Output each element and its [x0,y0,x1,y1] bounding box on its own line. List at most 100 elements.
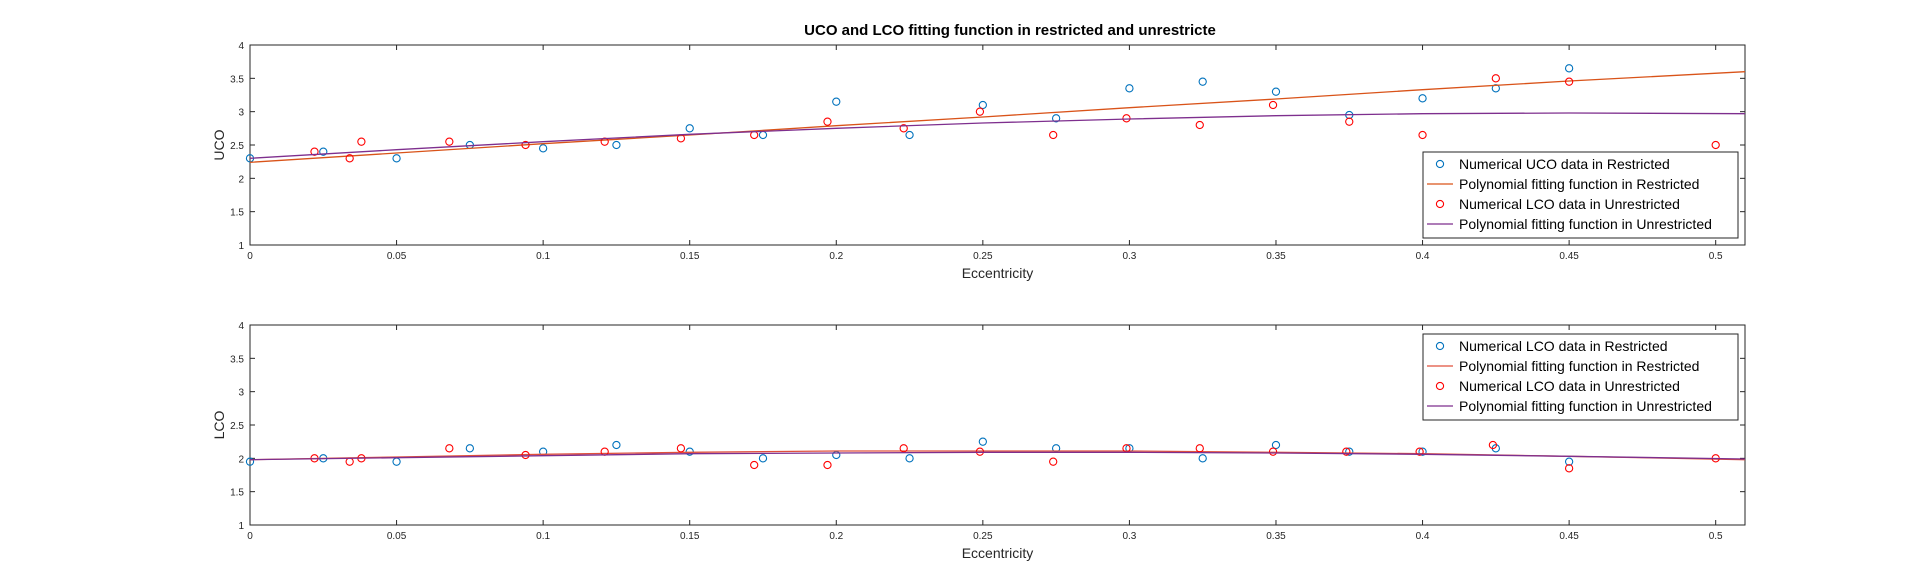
x-tick-label: 0.35 [1266,251,1286,262]
data-point [521,140,530,150]
data-point [1415,447,1424,456]
x-axis-label: Eccentricity [962,545,1034,561]
data-point [1342,447,1351,456]
legend-entry: Polynomial fitting function in Unrestric… [1427,216,1712,232]
legend-box [1422,333,1739,421]
legend-label: Polynomial fitting function in Unrestric… [1459,398,1712,414]
y-tick-label: 1 [238,521,244,532]
data-point [685,124,694,133]
data-point [899,444,908,453]
data-point [1418,447,1427,456]
y-tick-label: 2.5 [230,141,244,152]
data-point [978,100,987,110]
legend-label: Numerical LCO data in Restricted [1459,338,1668,354]
x-tick-label: 0.4 [1416,251,1430,262]
legend-marker-swatch [1435,381,1445,391]
data-point [1268,100,1278,110]
x-tick-label: 0.25 [973,531,993,542]
data-point [823,460,832,470]
legend-marker-swatch [1435,159,1445,169]
data-point [905,454,914,463]
data-point [1711,140,1720,150]
x-tick-label: 0.05 [387,251,407,262]
data-point [1198,454,1207,463]
x-tick-label: 0.1 [536,531,550,542]
x-tick-label: 0.4 [1416,531,1430,542]
series-2 [249,71,1746,163]
data-point [975,107,985,116]
data-point [538,144,548,153]
x-tick-label: 0 [247,251,253,262]
data-point [1198,77,1207,86]
x-tick-label: 0 [247,531,253,542]
data-point [465,444,475,453]
y-tick-label: 1 [238,241,244,252]
y-tick-label: 3 [238,108,244,119]
data-point [445,444,454,453]
x-tick-label: 0.3 [1122,251,1136,262]
x-tick-label: 0.25 [973,251,993,262]
data-point [1195,120,1204,130]
data-point [1271,440,1281,450]
x-tick-label: 0.45 [1559,251,1579,262]
legend-label: Polynomial fitting function in Restricte… [1459,358,1699,374]
data-point [832,97,841,106]
data-point [1418,130,1427,140]
series-3 [310,74,1720,163]
data-point [310,147,319,156]
figure-title: UCO and LCO fitting function in restrict… [804,22,1216,39]
data-point [521,450,530,460]
data-point [1122,114,1131,123]
panel-1: 0 0.05 0.1 0.15 0.2 0.25 0.3 0.35 0.4 0.45 0.5 1 1.5… [211,41,1746,281]
y-axis-label: UCO [211,129,227,160]
data-point [758,454,768,463]
y-tick-label: 4 [238,321,244,332]
legend: Numerical LCO data in Restricted Polynomi… [1422,333,1739,421]
y-tick-label: 1.5 [230,488,244,499]
x-tick-label: 0.45 [1559,531,1579,542]
data-point [1345,447,1354,456]
data-point [905,130,914,140]
data-point [676,444,686,453]
data-point [1564,464,1574,473]
legend-label: Numerical UCO data in Restricted [1459,156,1670,172]
legend-label: Numerical LCO data in Unrestricted [1459,196,1680,212]
series-4 [249,112,1746,159]
y-tick-label: 2 [238,174,244,185]
data-point [823,117,832,126]
data-point [1488,440,1498,450]
legend-box [1422,151,1739,239]
data-point [1049,130,1058,140]
x-tick-label: 0.5 [1709,531,1723,542]
data-point [319,147,328,156]
legend-entry: Numerical LCO data in Unrestricted [1435,196,1680,212]
x-tick-label: 0.1 [536,251,550,262]
data-point [1268,447,1278,456]
y-tick-label: 4 [238,41,244,52]
data-point [1418,94,1427,103]
series-line [249,112,1746,159]
legend-entry: Polynomial fitting function in Restricte… [1427,176,1699,192]
series-3 [310,440,1720,473]
series-4 [249,451,1746,461]
data-point [392,154,401,163]
data-point [1564,64,1574,73]
x-tick-label: 0.35 [1266,531,1286,542]
x-axis-label: Eccentricity [962,265,1034,281]
legend-marker-swatch [1435,199,1445,209]
x-tick-label: 0.3 [1122,531,1136,542]
x-tick-label: 0.05 [387,531,407,542]
data-point [1491,74,1500,83]
panel-2: 0 0.05 0.1 0.15 0.2 0.25 0.3 0.35 0.4 0.45 0.5 1 1.5… [211,321,1746,561]
legend-entry: Polynomial fitting function in Unrestric… [1427,398,1712,414]
data-point [978,437,987,446]
data-point [1195,444,1204,453]
x-tick-label: 0.15 [680,251,700,262]
legend-label: Polynomial fitting function in Restricte… [1459,176,1699,192]
y-tick-label: 1.5 [230,208,244,219]
data-point [1125,84,1134,93]
y-axis-label: LCO [211,411,227,440]
x-tick-label: 0.15 [680,531,700,542]
data-point [1271,87,1281,96]
